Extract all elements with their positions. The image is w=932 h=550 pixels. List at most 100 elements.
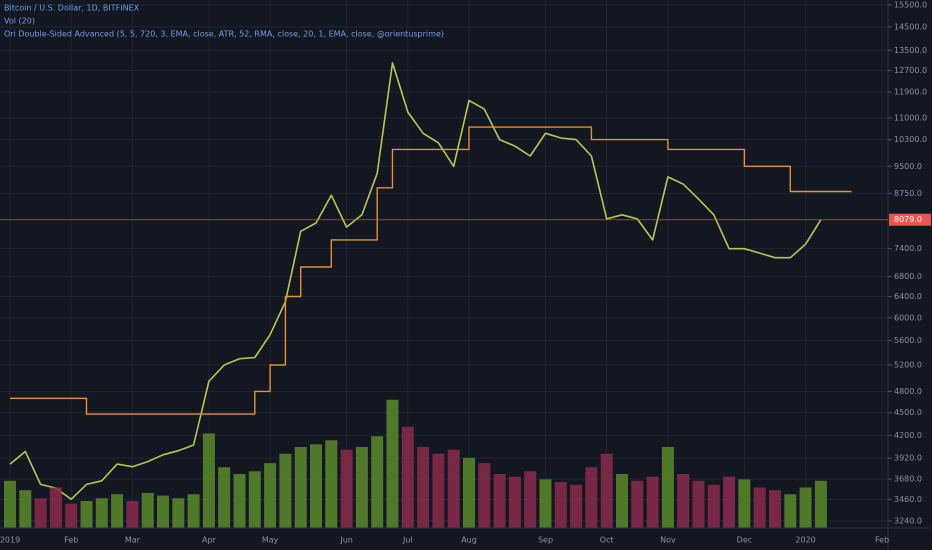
volume-bar <box>723 476 736 528</box>
x-tick-label: Jun <box>339 536 353 545</box>
symbol-legend: Bitcoin / U.S. Dollar, 1D, BITFINEX <box>4 4 140 13</box>
volume-bar <box>371 436 384 528</box>
x-tick-label: Sep <box>538 536 553 545</box>
volume-bar <box>401 426 414 528</box>
y-tick-label: 9500.0 <box>894 162 922 171</box>
stop-line <box>10 126 852 415</box>
y-tick-label: 3680.0 <box>894 475 922 484</box>
volume-bar <box>233 474 246 528</box>
y-tick-label: 3920.0 <box>894 454 922 463</box>
x-tick-label: May <box>262 536 279 545</box>
volume-bar <box>264 463 277 528</box>
y-tick-label: 3240.0 <box>894 517 922 526</box>
volume-bar <box>187 494 200 528</box>
volume-bar <box>692 480 705 528</box>
volume-bar <box>340 449 353 528</box>
volume-bar <box>814 480 827 528</box>
y-tick-label: 4500.0 <box>894 408 922 417</box>
x-tick-label: Nov <box>660 536 676 545</box>
volume-bar <box>355 447 368 528</box>
volume-bar <box>707 484 720 528</box>
volume-bar <box>616 474 628 528</box>
x-tick-label: 2020 <box>795 536 815 545</box>
volume-bar <box>463 457 475 528</box>
y-tick-label: 3460.0 <box>894 495 922 504</box>
y-tick-label: 10300.0 <box>894 135 927 144</box>
volume-bar <box>661 447 674 528</box>
volume-bar <box>432 453 445 528</box>
volume-bar <box>539 479 552 528</box>
indicator-legend: Ori Double-Sided Advanced (5, 5, 720, 3,… <box>4 30 444 39</box>
volume-bar <box>799 487 812 528</box>
y-tick-label: 5200.0 <box>894 361 922 370</box>
volume-bar <box>111 494 124 528</box>
x-tick-label: Feb <box>875 536 889 545</box>
volume-bar <box>600 453 613 528</box>
volume-bar <box>478 463 491 528</box>
y-tick-label: 12700.0 <box>894 66 927 75</box>
grid <box>0 0 888 528</box>
volume-bar <box>202 433 215 528</box>
volume-bar <box>524 471 537 528</box>
volume-bar <box>218 467 231 528</box>
volume-bar <box>753 487 766 528</box>
y-tick-label: 15500.0 <box>894 0 927 9</box>
volume-bar <box>417 447 430 528</box>
x-tick-label: Aug <box>461 536 477 545</box>
x-tick-label: Apr <box>202 536 217 545</box>
last-price-label: 8079.0 <box>894 215 922 224</box>
volume-bar <box>585 467 598 528</box>
x-tick-label: Dec <box>737 536 752 545</box>
plot <box>4 62 852 528</box>
y-tick-label: 14500.0 <box>894 22 927 31</box>
volume-bar <box>447 449 460 528</box>
x-tick-label: 2019 <box>0 536 20 545</box>
volume-bar <box>95 498 108 528</box>
volume-bar <box>248 471 261 528</box>
volume-legend: Vol (20) <box>4 17 35 26</box>
y-tick-label: 8750.0 <box>894 189 922 198</box>
last-price-tag <box>889 213 931 226</box>
volume-bar <box>631 480 644 528</box>
volume-bar <box>677 474 690 528</box>
volume-bar <box>4 480 16 528</box>
volume-bar <box>386 399 399 528</box>
price-line <box>9 62 822 501</box>
volume-bar <box>493 474 506 528</box>
volume-bar <box>141 492 154 528</box>
volume-bar <box>65 503 78 528</box>
volume-bar <box>19 490 32 528</box>
y-tick-label: 13500.0 <box>894 46 927 55</box>
volume-bar <box>769 490 781 528</box>
volume-bar <box>784 494 797 528</box>
volume-bar <box>294 447 307 528</box>
y-tick-label: 6400.0 <box>894 292 922 301</box>
y-tick-label: 4800.0 <box>894 387 922 396</box>
volume-bar <box>157 495 169 528</box>
volume-bar <box>49 487 62 528</box>
volume-bar <box>172 498 185 528</box>
y-tick-label: 11900.0 <box>894 88 927 97</box>
volume-bar <box>554 482 567 528</box>
y-tick-label: 6000.0 <box>894 313 922 322</box>
y-tick-label: 7400.0 <box>894 244 922 253</box>
volume-bar <box>646 476 659 528</box>
volume-bar <box>310 444 322 528</box>
x-tick-label: Feb <box>64 536 78 545</box>
y-tick-label: 5600.0 <box>894 336 922 345</box>
volume-bar <box>279 453 292 528</box>
x-tick-label: Jul <box>402 536 413 545</box>
volume-bar <box>80 501 93 528</box>
volume-bar <box>34 498 47 528</box>
volume-bar <box>508 476 521 528</box>
volume-bar <box>126 501 139 528</box>
volume-bar <box>325 440 338 528</box>
y-tick-label: 11000.0 <box>894 113 927 122</box>
y-tick-label: 6800.0 <box>894 272 922 281</box>
x-tick-label: Oct <box>600 536 614 545</box>
volume-bar <box>738 479 751 528</box>
volume-bar <box>570 484 583 528</box>
x-tick-label: Mar <box>125 536 141 545</box>
y-tick-label: 4200.0 <box>894 431 922 440</box>
